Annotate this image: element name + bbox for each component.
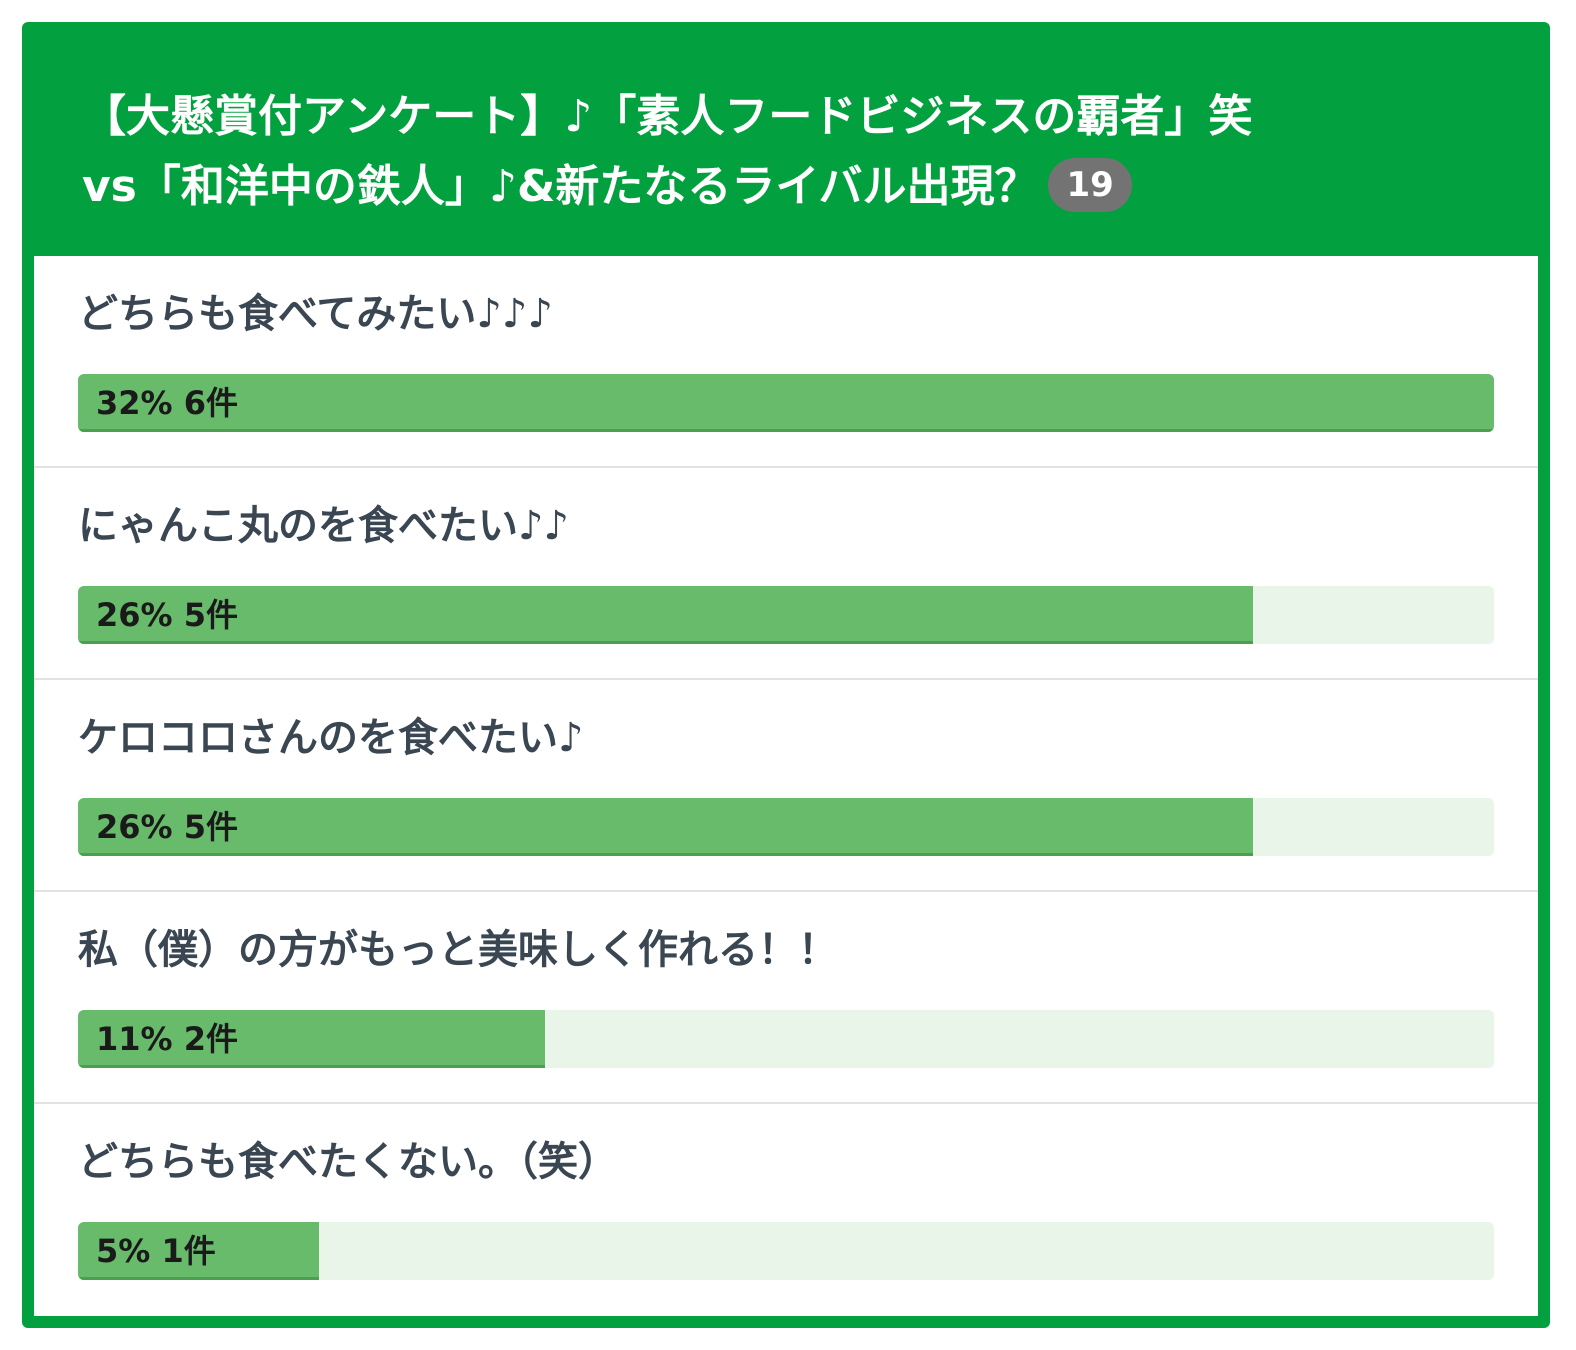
poll-card: 【大懸賞付アンケート】♪「素人フードビジネスの覇者」笑 vs「和洋中の鉄人」♪&… <box>22 22 1550 1328</box>
poll-header: 【大懸賞付アンケート】♪「素人フードビジネスの覇者」笑 vs「和洋中の鉄人」♪&… <box>34 22 1538 256</box>
result-bar-track: 5% 1件 <box>78 1222 1494 1280</box>
option-label: どちらも食べてみたい♪♪♪ <box>78 291 553 337</box>
poll-options: どちらも食べてみたい♪♪♪ 32% 6件 にゃんこ丸のを食べたい♪♪ 26% 5… <box>34 256 1538 1316</box>
result-bar-fill <box>78 1222 319 1280</box>
poll-option[interactable]: 私（僕）の方がもっと美味しく作れる！！ 11% 2件 <box>34 892 1538 1104</box>
result-bar-fill <box>78 586 1254 644</box>
result-text: 26% 5件 <box>96 808 239 846</box>
poll-title-text: vs「和洋中の鉄人」♪&新たなるライバル出現？ <box>82 161 1039 212</box>
option-label: にゃんこ丸のを食べたい♪♪ <box>78 503 570 549</box>
poll-title-line-2: vs「和洋中の鉄人」♪&新たなるライバル出現？ 19 <box>82 152 1498 222</box>
result-text: 26% 5件 <box>96 596 239 634</box>
poll-option[interactable]: ケロコロさんのを食べたい♪ 26% 5件 <box>34 680 1538 892</box>
result-bar-track: 26% 5件 <box>78 586 1494 644</box>
poll-option[interactable]: にゃんこ丸のを食べたい♪♪ 26% 5件 <box>34 468 1538 680</box>
option-label: どちらも食べたくない。（笑） <box>78 1139 618 1185</box>
poll-option[interactable]: どちらも食べてみたい♪♪♪ 32% 6件 <box>34 256 1538 468</box>
result-bar-track: 11% 2件 <box>78 1010 1494 1068</box>
result-text: 11% 2件 <box>96 1020 239 1058</box>
result-bar-track: 32% 6件 <box>78 374 1494 432</box>
result-bar-track: 26% 5件 <box>78 798 1494 856</box>
vote-count-badge: 19 <box>1048 158 1132 212</box>
option-label: ケロコロさんのを食べたい♪ <box>78 715 584 761</box>
result-text: 5% 1件 <box>96 1232 216 1270</box>
result-text: 32% 6件 <box>96 384 239 422</box>
option-label: 私（僕）の方がもっと美味しく作れる！！ <box>78 927 838 973</box>
result-bar-fill <box>78 1010 546 1068</box>
poll-option[interactable]: どちらも食べたくない。（笑） 5% 1件 <box>34 1104 1538 1316</box>
result-bar-fill <box>78 374 1494 432</box>
poll-title-line-1: 【大懸賞付アンケート】♪「素人フードビジネスの覇者」笑 <box>82 91 1253 142</box>
result-bar-fill <box>78 798 1254 856</box>
